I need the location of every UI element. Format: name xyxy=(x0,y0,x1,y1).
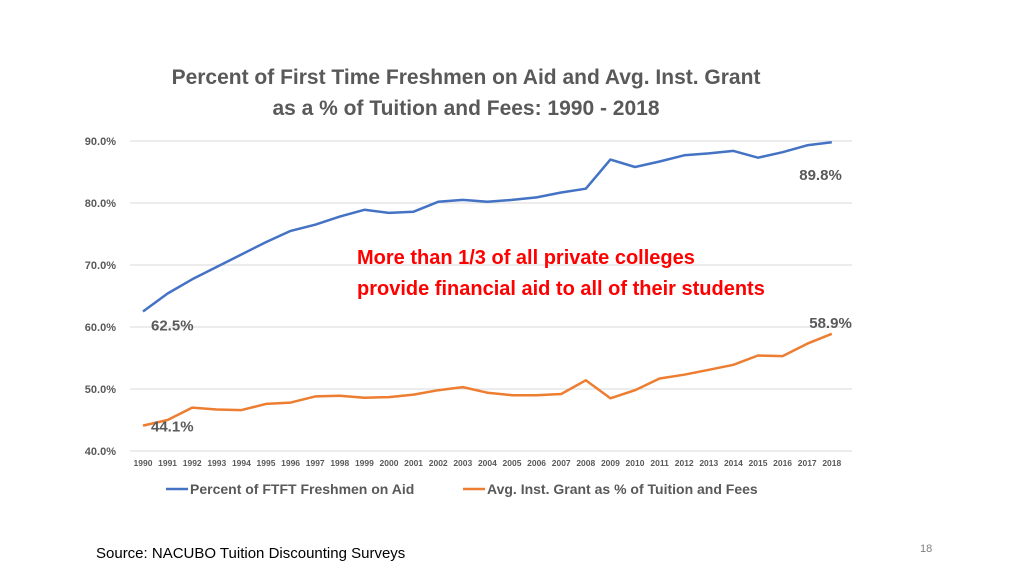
x-tick-label: 2014 xyxy=(724,458,743,468)
chart-title: Percent of First Time Freshmen on Aid an… xyxy=(96,62,836,124)
x-tick-label: 2000 xyxy=(380,458,399,468)
x-tick-label: 2007 xyxy=(552,458,571,468)
data-label: 44.1% xyxy=(151,419,194,436)
x-tick-label: 2005 xyxy=(503,458,522,468)
series-line-0 xyxy=(142,140,832,313)
x-tick-label: 1995 xyxy=(257,458,276,468)
x-tick-label: 1998 xyxy=(330,458,349,468)
series-lines xyxy=(142,140,833,427)
x-tick-label: 1990 xyxy=(134,458,153,468)
y-tick-label: 60.0% xyxy=(85,322,116,334)
source-note: Source: NACUBO Tuition Discounting Surve… xyxy=(96,545,406,562)
data-label: 62.5% xyxy=(151,318,194,335)
legend-label-grant: Avg. Inst. Grant as % of Tuition and Fee… xyxy=(487,481,758,497)
slide-number: 18 xyxy=(920,543,933,555)
x-tick-label: 2002 xyxy=(429,458,448,468)
data-label: 89.8% xyxy=(799,167,842,184)
x-tick-label: 2001 xyxy=(404,458,423,468)
x-axis-ticks: 1990 1991 1992 1993 1994 1995 1996 1997 1998 1999… xyxy=(134,458,842,468)
y-axis-ticks: 40.0% 50.0% 60.0% 70.0% 80.0% 90.0% xyxy=(85,136,116,458)
x-tick-label: 2013 xyxy=(699,458,718,468)
chart-title-line-1: Percent of First Time Freshmen on Aid an… xyxy=(171,66,761,89)
x-tick-label: 1994 xyxy=(232,458,251,468)
x-tick-label: 2006 xyxy=(527,458,546,468)
data-label: 58.9% xyxy=(809,315,852,332)
x-tick-label: 2004 xyxy=(478,458,497,468)
x-tick-label: 2011 xyxy=(650,458,669,468)
x-tick-label: 1996 xyxy=(281,458,300,468)
x-tick-label: 1993 xyxy=(207,458,226,468)
x-tick-label: 2016 xyxy=(773,458,792,468)
callout-line-1: More than 1/3 of all private colleges xyxy=(357,247,695,269)
y-tick-label: 40.0% xyxy=(85,446,116,458)
x-tick-label: 2015 xyxy=(749,458,768,468)
callout-line-2: provide financial aid to all of their st… xyxy=(357,278,765,300)
y-tick-label: 80.0% xyxy=(85,198,116,210)
series-line-1 xyxy=(142,332,833,427)
x-tick-label: 2008 xyxy=(576,458,595,468)
legend-label-aid: Percent of FTFT Freshmen on Aid xyxy=(190,481,414,497)
y-tick-label: 70.0% xyxy=(85,260,116,272)
x-tick-label: 1992 xyxy=(183,458,202,468)
x-tick-label: 2017 xyxy=(798,458,817,468)
x-tick-label: 1991 xyxy=(158,458,177,468)
x-tick-label: 1999 xyxy=(355,458,374,468)
data-labels: 62.5% 89.8% 44.1% 58.9% xyxy=(151,167,852,435)
y-tick-label: 90.0% xyxy=(85,136,116,148)
x-tick-label: 2009 xyxy=(601,458,620,468)
x-tick-label: 2003 xyxy=(453,458,472,468)
y-tick-label: 50.0% xyxy=(85,384,116,396)
x-tick-label: 2012 xyxy=(675,458,694,468)
x-tick-label: 2010 xyxy=(626,458,645,468)
gridlines xyxy=(130,140,852,452)
chart-legend: Percent of FTFT Freshmen on Aid Avg. Ins… xyxy=(166,481,758,497)
x-tick-label: 1997 xyxy=(306,458,325,468)
x-tick-label: 2018 xyxy=(822,458,841,468)
chart-title-line-2: as a % of Tuition and Fees: 1990 - 2018 xyxy=(272,97,660,120)
